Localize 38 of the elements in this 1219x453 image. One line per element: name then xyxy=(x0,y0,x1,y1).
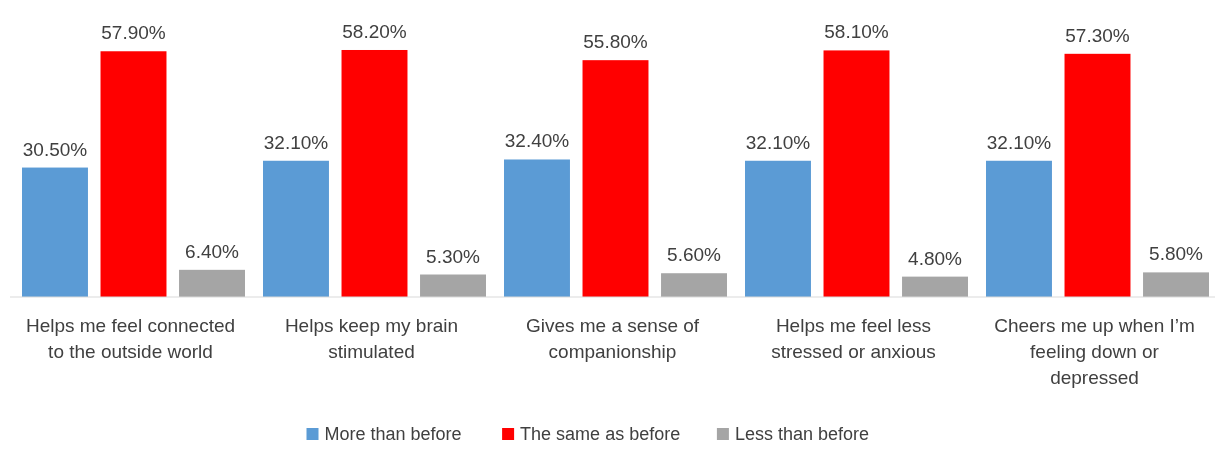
bar xyxy=(745,160,811,297)
data-label: 5.30% xyxy=(426,245,481,267)
legend-label: The same as before xyxy=(520,424,681,444)
bar xyxy=(100,51,167,297)
legend-label: Less than before xyxy=(734,424,870,444)
bar xyxy=(179,269,245,297)
x-tick-label: Cheers me up when I’m feeling down or depressed xyxy=(994,315,1195,388)
x-tick-label: Helps me feel connected to the outside world xyxy=(25,315,236,362)
bar xyxy=(22,167,88,297)
bar xyxy=(823,50,890,297)
data-label: 57.90% xyxy=(101,22,166,44)
bar xyxy=(263,160,329,297)
data-label: 58.20% xyxy=(342,20,407,42)
bar xyxy=(902,276,968,297)
bar xyxy=(420,274,486,297)
bar xyxy=(1064,53,1131,297)
x-tick-label: Helps me feel less stressed or anxious xyxy=(771,315,936,362)
x-tick-label: Gives me a sense of companionship xyxy=(525,315,700,362)
data-label: 5.80% xyxy=(1149,243,1204,265)
data-label: 55.80% xyxy=(583,31,648,53)
bar xyxy=(1143,272,1209,297)
data-label: 32.10% xyxy=(745,131,811,153)
data-label: 32.10% xyxy=(986,131,1052,153)
data-label: 58.10% xyxy=(824,21,889,43)
bar xyxy=(504,159,570,297)
x-tick-label: Helps keep my brain stimulated xyxy=(284,315,459,362)
data-label: 32.10% xyxy=(263,131,329,153)
bar xyxy=(341,49,408,297)
data-label: 30.50% xyxy=(22,138,88,160)
data-label: 57.30% xyxy=(1065,24,1130,46)
data-label: 6.40% xyxy=(185,240,240,262)
data-label: 32.40% xyxy=(504,130,570,152)
bar xyxy=(582,60,649,297)
bar xyxy=(986,160,1052,297)
data-label: 4.80% xyxy=(908,247,963,269)
bar xyxy=(661,273,727,297)
legend-label: More than before xyxy=(324,424,462,444)
data-label: 5.60% xyxy=(667,244,722,266)
